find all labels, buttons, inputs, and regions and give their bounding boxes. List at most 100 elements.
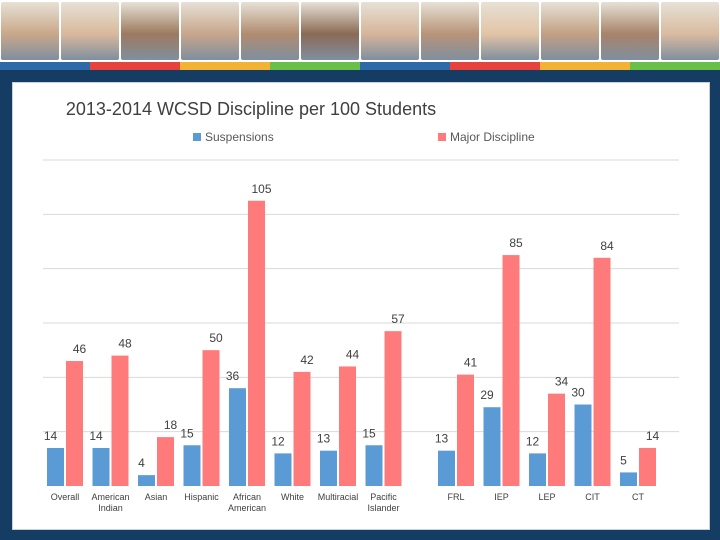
banner-photo <box>181 2 239 60</box>
category-tick-label: White <box>281 492 304 502</box>
data-label-major-discipline: 46 <box>73 342 87 356</box>
data-label-suspensions: 15 <box>362 426 376 440</box>
bar-major-discipline <box>639 447 656 486</box>
stripe-segment <box>450 62 540 70</box>
banner-photo <box>1 2 59 60</box>
category-tick-label: CT <box>632 492 644 502</box>
data-label-suspensions: 13 <box>435 432 449 446</box>
data-label-suspensions: 15 <box>180 426 194 440</box>
bar-suspensions <box>138 475 155 486</box>
bar-major-discipline <box>157 437 174 486</box>
data-label-suspensions: 36 <box>226 369 240 383</box>
category-tick-label: FRL <box>447 492 464 502</box>
banner-photo <box>121 2 179 60</box>
data-label-major-discipline: 42 <box>300 353 314 367</box>
category-tick-label: American <box>228 503 266 513</box>
banner-color-stripe <box>0 62 720 70</box>
banner-photo <box>541 2 599 60</box>
chart-title: 2013-2014 WCSD Discipline per 100 Studen… <box>66 99 436 119</box>
data-label-major-discipline: 50 <box>209 331 223 345</box>
bar-suspensions <box>438 450 455 486</box>
stripe-segment <box>270 62 360 70</box>
bar-major-discipline <box>248 200 265 486</box>
bar-major-discipline <box>548 393 565 486</box>
bar-suspensions <box>92 447 110 486</box>
banner-photo <box>361 2 419 60</box>
data-label-major-discipline: 34 <box>555 375 569 389</box>
data-label-major-discipline: 84 <box>600 239 614 253</box>
bar-suspensions <box>183 445 201 486</box>
banner-photo <box>301 2 359 60</box>
data-label-major-discipline: 85 <box>509 236 523 250</box>
legend-swatch-major-discipline <box>438 133 446 141</box>
banner-photo <box>601 2 659 60</box>
category-tick-label: Asian <box>145 492 168 502</box>
bar-suspensions <box>483 407 501 486</box>
bars <box>47 200 656 486</box>
bar-suspensions <box>274 453 292 486</box>
discipline-bar-chart: 2013-2014 WCSD Discipline per 100 Studen… <box>43 99 679 513</box>
legend-label-suspensions: Suspensions <box>205 130 274 144</box>
bar-major-discipline <box>593 257 611 486</box>
bar-major-discipline <box>111 355 129 486</box>
stripe-segment <box>360 62 450 70</box>
category-tick-label: Overall <box>51 492 80 502</box>
data-label-major-discipline: 18 <box>164 418 178 432</box>
banner-photo <box>661 2 719 60</box>
data-label-suspensions: 14 <box>89 429 103 443</box>
photo-banner <box>0 0 720 62</box>
bar-suspensions <box>47 447 64 486</box>
data-label-major-discipline: 105 <box>251 182 271 196</box>
legend-label-major-discipline: Major Discipline <box>450 130 535 144</box>
data-label-suspensions: 29 <box>480 388 494 402</box>
stripe-segment <box>180 62 270 70</box>
chart-panel: 2013-2014 WCSD Discipline per 100 Studen… <box>12 82 710 530</box>
category-tick-label: American <box>91 492 129 502</box>
bar-suspensions <box>574 404 592 486</box>
category-tick-label: CIT <box>585 492 600 502</box>
bar-major-discipline <box>202 350 220 486</box>
stripe-segment <box>630 62 720 70</box>
bar-major-discipline <box>384 331 402 486</box>
data-labels: 14 14 4 15 36 12 13 15 13 29 12 30 5 46 48 18 50 105 42 44 5… <box>44 182 660 470</box>
data-label-suspensions: 5 <box>620 453 627 467</box>
data-label-suspensions: 4 <box>138 456 145 470</box>
banner-photo <box>481 2 539 60</box>
bar-suspensions <box>365 445 383 486</box>
legend-swatch-suspensions <box>193 133 201 141</box>
data-label-major-discipline: 41 <box>464 356 478 370</box>
bar-major-discipline <box>66 361 83 486</box>
bar-suspensions <box>620 472 637 486</box>
bar-major-discipline <box>502 255 520 486</box>
data-label-major-discipline: 48 <box>118 337 132 351</box>
banner-photo <box>421 2 479 60</box>
bar-major-discipline <box>339 366 356 486</box>
category-tick-label: Hispanic <box>184 492 219 502</box>
data-label-major-discipline: 14 <box>646 429 660 443</box>
category-tick-label: IEP <box>494 492 509 502</box>
stripe-segment <box>540 62 630 70</box>
category-tick-label: Indian <box>98 503 123 513</box>
category-tick-label: Multiracial <box>318 492 359 502</box>
data-label-major-discipline: 57 <box>391 312 405 326</box>
category-tick-label: Islander <box>367 503 399 513</box>
data-label-suspensions: 12 <box>271 434 285 448</box>
banner-photo <box>241 2 299 60</box>
bar-suspensions <box>229 388 246 486</box>
bar-major-discipline <box>457 374 474 486</box>
category-tick-label: African <box>233 492 261 502</box>
bar-suspensions <box>320 450 337 486</box>
banner-photo <box>61 2 119 60</box>
gridlines <box>43 159 679 433</box>
data-label-suspensions: 13 <box>317 432 331 446</box>
bar-major-discipline <box>293 371 311 486</box>
data-label-suspensions: 12 <box>526 434 540 448</box>
data-label-major-discipline: 44 <box>346 347 360 361</box>
stripe-segment <box>0 62 90 70</box>
stripe-segment <box>90 62 180 70</box>
category-tick-label: LEP <box>538 492 555 502</box>
data-label-suspensions: 30 <box>571 386 585 400</box>
category-tick-label: Pacific <box>370 492 397 502</box>
data-label-suspensions: 14 <box>44 429 58 443</box>
